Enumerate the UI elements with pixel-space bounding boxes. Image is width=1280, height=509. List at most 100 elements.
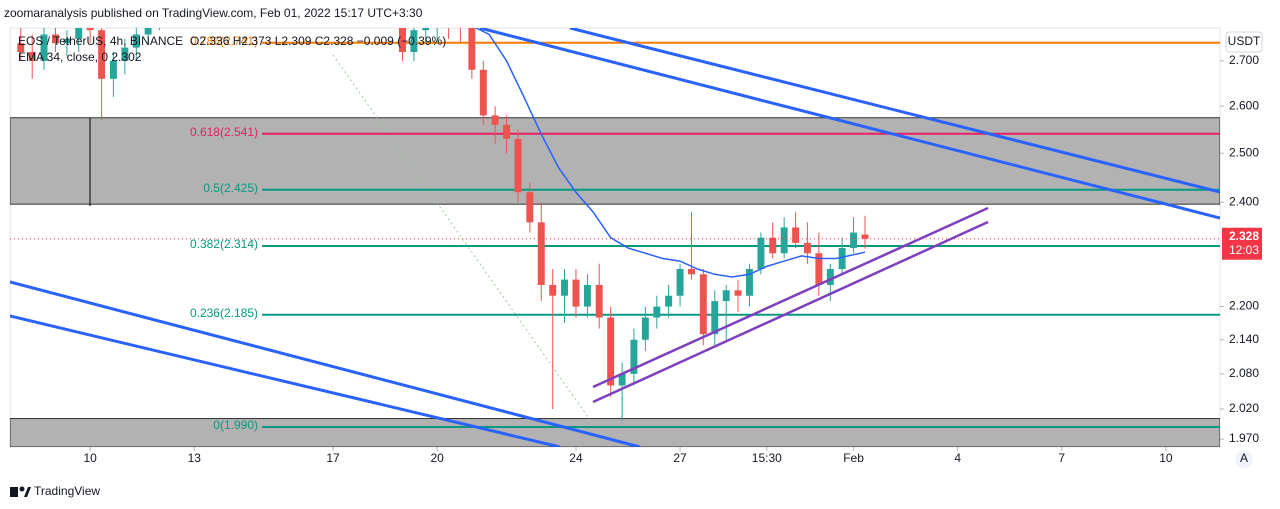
trend-line xyxy=(10,280,641,447)
candle-body xyxy=(850,232,858,249)
fib-label: 0.5(2.425) xyxy=(203,181,258,195)
candle-body xyxy=(722,290,730,302)
x-tick-label: 15:30 xyxy=(752,451,782,465)
scale-button[interactable] xyxy=(1235,450,1253,468)
y-tick-label: 2.200 xyxy=(1229,299,1259,313)
y-tick-label: 2.140 xyxy=(1229,332,1259,346)
ohlc-legend: O2.336 H2.373 L2.309 C2.328 −0.009 (−0.3… xyxy=(190,34,446,48)
publish-header: zoomaranalysis published on TradingView.… xyxy=(4,6,423,20)
candle-body xyxy=(549,284,557,296)
y-tick-label: 2.400 xyxy=(1229,194,1259,208)
candle-body xyxy=(503,124,511,139)
candle-body xyxy=(86,28,94,31)
x-tick-label: Feb xyxy=(843,451,864,465)
candle-body xyxy=(410,30,418,53)
candle-body xyxy=(803,242,811,254)
candle-body xyxy=(676,268,684,296)
candle-body xyxy=(398,28,406,53)
candle-body xyxy=(861,234,869,239)
x-tick-label: 13 xyxy=(188,451,202,465)
plot-layer: 0.786(2.741) 0.618(2.541) 0.5(2.425) 0.382(… xyxy=(10,28,1220,447)
y-tick-label: 1.970 xyxy=(1229,431,1259,445)
symbol: EOS / TetherUS, 4h, BINANCE xyxy=(18,34,183,48)
candle-body xyxy=(815,253,823,285)
trend-line xyxy=(10,314,561,447)
fib-label: 0.786(2.741) xyxy=(190,34,258,48)
brand-logo xyxy=(10,486,31,497)
candle-body xyxy=(641,317,649,340)
x-tick-label: 20 xyxy=(430,451,444,465)
candle-body xyxy=(607,317,615,386)
channel-line xyxy=(592,206,989,389)
candle-body xyxy=(479,69,487,116)
y-tick-label: 2.700 xyxy=(1229,53,1259,67)
candle-body xyxy=(514,138,522,193)
candle-body xyxy=(468,28,476,70)
ema xyxy=(474,28,866,278)
candle-body xyxy=(734,290,742,296)
x-tick-label: 27 xyxy=(673,451,687,465)
fib-levels: 0.786(2.741) 0.618(2.541) 0.5(2.425) 0.382(… xyxy=(190,34,1220,432)
last-price-badge xyxy=(1222,227,1262,260)
candle-body xyxy=(537,222,545,285)
candle-body xyxy=(826,268,834,285)
candle-body xyxy=(572,279,580,307)
fib-label: 0.382(2.314) xyxy=(190,237,258,251)
candle-body xyxy=(132,34,140,48)
axes: 2.700 2.600 2.500 2.400 2.200 2.140 2.080 2.020… xyxy=(83,53,1262,465)
zone xyxy=(10,418,1220,447)
candle-body xyxy=(595,284,603,318)
y-tick-label: 2.500 xyxy=(1229,145,1259,159)
candle-body xyxy=(75,28,83,39)
y-tick-label: 2.020 xyxy=(1229,401,1259,415)
candle-body xyxy=(491,115,499,125)
candle-body xyxy=(526,192,534,223)
candle-body xyxy=(838,248,846,269)
x-tick-label: 24 xyxy=(569,451,583,465)
y-tick-label: 2.080 xyxy=(1229,366,1259,380)
candle-body xyxy=(665,295,673,307)
currency[interactable]: USDT xyxy=(1228,34,1261,48)
countdown: 12:03 xyxy=(1229,243,1259,257)
x-tick-label: 7 xyxy=(1058,451,1065,465)
candle-body xyxy=(630,339,638,374)
x-tick-label: 10 xyxy=(1159,451,1173,465)
trend-line xyxy=(479,28,1220,220)
fib-label: 0.236(2.185) xyxy=(190,306,258,320)
trend-line xyxy=(569,28,1220,194)
candle-body xyxy=(51,34,59,44)
currency-box[interactable] xyxy=(1225,31,1263,53)
candle-body xyxy=(144,28,152,35)
candle-body xyxy=(653,306,661,318)
candle-body xyxy=(109,60,117,79)
candle-body xyxy=(769,237,777,254)
candle-body xyxy=(711,301,719,335)
candle-body xyxy=(780,227,788,254)
candle-body xyxy=(28,52,36,61)
fib-label: 0.618(2.541) xyxy=(190,125,258,139)
candle-body xyxy=(757,237,765,269)
candle-body xyxy=(688,268,695,275)
candle-body xyxy=(583,284,591,307)
candles xyxy=(17,28,869,421)
candle-body xyxy=(63,38,71,44)
x-tick-label: 4 xyxy=(954,451,961,465)
candle-body xyxy=(745,268,753,296)
candle-body xyxy=(40,34,48,61)
scale-mode[interactable]: A xyxy=(1240,451,1248,465)
candle-body xyxy=(422,28,430,31)
candle-body xyxy=(121,47,129,61)
candle-body xyxy=(699,274,707,335)
fib-label: 0(1.990) xyxy=(213,418,258,432)
indicator-legend: EMA 34, close, 0 2.302 xyxy=(18,50,142,64)
candle-body xyxy=(561,279,568,296)
channel-line xyxy=(592,220,989,404)
x-tick-label: 17 xyxy=(326,451,340,465)
candle-body xyxy=(98,30,106,79)
ema-line xyxy=(474,28,866,278)
candle-body xyxy=(17,43,25,53)
candle-body xyxy=(618,373,626,386)
y-tick-label: 2.600 xyxy=(1229,98,1259,112)
last-price-label: 2.328 xyxy=(1229,229,1259,243)
